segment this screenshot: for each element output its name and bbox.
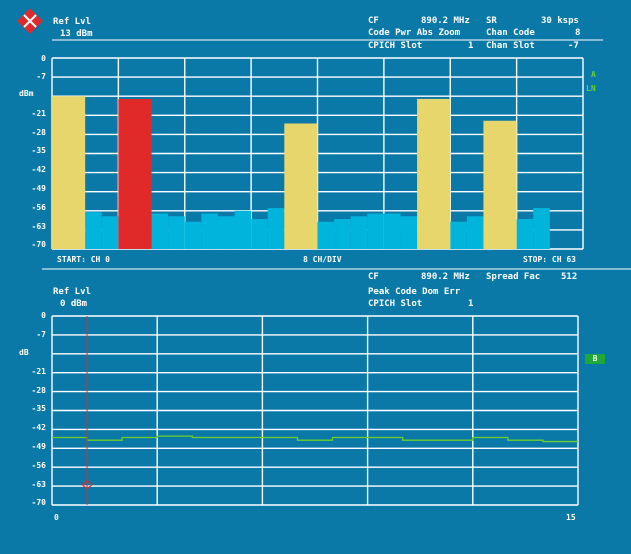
bottom-ytick: -56 xyxy=(31,461,46,470)
trace-ln-indicator: LN xyxy=(586,84,596,93)
top-ytick: -70 xyxy=(31,240,46,249)
bottom-info-spreadfac-value: 512 xyxy=(561,272,578,282)
top-info-sr-label: SR xyxy=(486,16,497,26)
top-info-slot-label: CPICH Slot xyxy=(368,41,423,51)
cyan-code-bar xyxy=(400,216,418,249)
bottom-info-mode: Peak Code Dom Err xyxy=(368,287,461,297)
bottom-ytick: 0 xyxy=(41,311,46,320)
bottom-info-cf-label: CF xyxy=(368,272,379,282)
top-ytick: -28 xyxy=(31,128,46,137)
bottom-info-slot-value: 1 xyxy=(468,299,474,309)
cyan-code-bar xyxy=(533,208,550,249)
top-stop-label: STOP: CH 63 xyxy=(523,255,576,264)
bottom-info-cf-value: 890.2 MHz xyxy=(421,272,470,282)
cyan-code-bar xyxy=(466,216,484,249)
top-ytick: -7 xyxy=(36,72,46,81)
top-info-chanslot-value: -7 xyxy=(568,41,579,51)
code-power-chart xyxy=(51,57,584,250)
top-info-chanslot-label: Chan Slot xyxy=(486,41,535,51)
cyan-code-bar xyxy=(350,216,368,249)
cyan-code-bar xyxy=(516,218,534,249)
trace-b-indicator: B xyxy=(585,354,605,364)
trace-a-indicator: A xyxy=(591,70,596,79)
bottom-ytick: -42 xyxy=(31,423,46,432)
bottom-ref-level-value: 0 dBm xyxy=(60,299,88,309)
red-code-bar xyxy=(118,98,152,249)
yellow-code-bar xyxy=(417,98,451,249)
top-info-chancode-label: Chan Code xyxy=(486,28,535,38)
cyan-code-bar xyxy=(217,216,235,249)
bottom-ytick: -63 xyxy=(31,480,46,489)
bottom-ytick: -35 xyxy=(31,404,46,413)
bottom-info-slot-label: CPICH Slot xyxy=(368,299,423,309)
bottom-info-spreadfac-label: Spread Fac xyxy=(486,272,541,282)
bottom-ytick: -7 xyxy=(36,330,46,339)
cyan-code-bar xyxy=(151,213,169,249)
cyan-code-bar xyxy=(184,221,202,249)
top-ytick: -42 xyxy=(31,165,46,174)
top-ytick: -63 xyxy=(31,222,46,231)
yellow-code-bar xyxy=(284,123,318,249)
bottom-ytick: -21 xyxy=(31,367,46,376)
cyan-code-bar xyxy=(234,210,252,249)
cyan-code-bar xyxy=(450,221,467,249)
cyan-code-bar xyxy=(383,213,401,249)
bottom-unit-label: dB xyxy=(19,348,29,357)
cyan-code-bar xyxy=(101,216,119,249)
yellow-code-bar xyxy=(52,96,86,249)
top-ytick: -35 xyxy=(31,146,46,155)
top-info-mode: Code Pwr Abs Zoom xyxy=(368,28,461,38)
top-ref-level-value: 13 dBm xyxy=(60,29,93,39)
top-unit-label: dBm xyxy=(19,89,34,98)
top-ytick: -49 xyxy=(31,184,46,193)
cyan-code-bar xyxy=(317,221,335,249)
cyan-code-bar xyxy=(334,218,351,249)
top-info-chancode-value: 8 xyxy=(575,28,581,38)
bottom-ytick: -70 xyxy=(31,498,46,507)
cyan-code-bar xyxy=(267,208,285,249)
code-domain-error-chart xyxy=(51,315,579,506)
bottom-x-end: 15 xyxy=(566,513,576,522)
top-div-label: 8 CH/DIV xyxy=(303,255,342,264)
cyan-code-bar xyxy=(85,212,102,249)
top-ytick: 0 xyxy=(41,54,46,63)
top-ytick: -56 xyxy=(31,203,46,212)
logo-icon xyxy=(17,8,43,34)
top-ref-level-label: Ref Lvl xyxy=(53,17,91,27)
bottom-ref-level-label: Ref Lvl xyxy=(53,287,91,297)
cyan-code-bar xyxy=(251,218,268,249)
top-ytick: -21 xyxy=(31,109,46,118)
yellow-code-bar xyxy=(483,120,517,249)
bottom-ytick: -49 xyxy=(31,442,46,451)
top-info-sr-value: 30 ksps xyxy=(541,16,579,26)
error-trace-line xyxy=(52,435,578,443)
marker-diamond-icon xyxy=(81,480,93,490)
cyan-code-bar xyxy=(201,213,218,249)
top-start-label: START: CH 0 xyxy=(57,255,110,264)
top-info-cf-value: 890.2 MHz xyxy=(421,16,470,26)
top-info-cf-label: CF xyxy=(368,16,379,26)
bottom-x-start: 0 xyxy=(54,513,59,522)
cyan-code-bar xyxy=(168,216,185,249)
top-info-slot-value: 1 xyxy=(468,41,474,51)
cyan-code-bar xyxy=(367,213,384,249)
bottom-ytick: -28 xyxy=(31,386,46,395)
